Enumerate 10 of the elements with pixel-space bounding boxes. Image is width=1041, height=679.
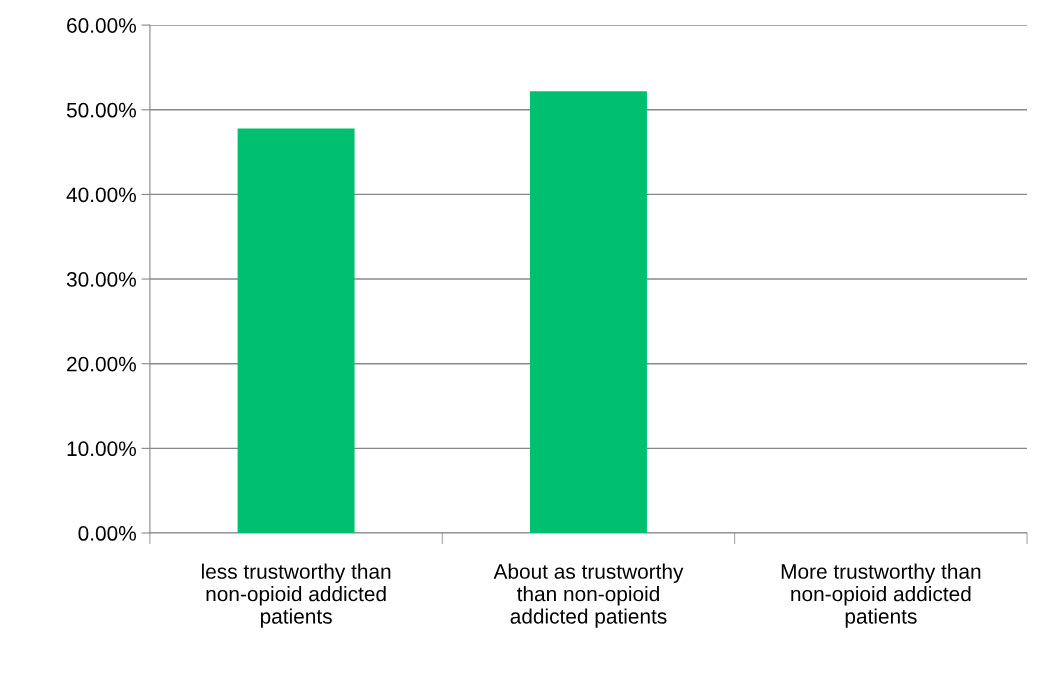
y-tick-label: 40.00%: [66, 187, 136, 203]
y-tick-label: 10.00%: [67, 441, 136, 457]
x-tick-label: About as trustworthy than non-opioid addicted patients: [493, 563, 684, 628]
y-tick-label: 50.00%: [66, 102, 136, 118]
y-tick-label: 30.00%: [66, 272, 136, 287]
x-tick-label: less trustworthy than non-opioid addicted patients: [201, 563, 391, 628]
y-tick-label: 0.00%: [78, 526, 136, 541]
x-tick-label: More trustworthy than non-opioid addicted patients: [781, 563, 981, 628]
y-tick-label: 60.00%: [67, 18, 136, 33]
y-tick-label: 20.00%: [67, 356, 136, 372]
